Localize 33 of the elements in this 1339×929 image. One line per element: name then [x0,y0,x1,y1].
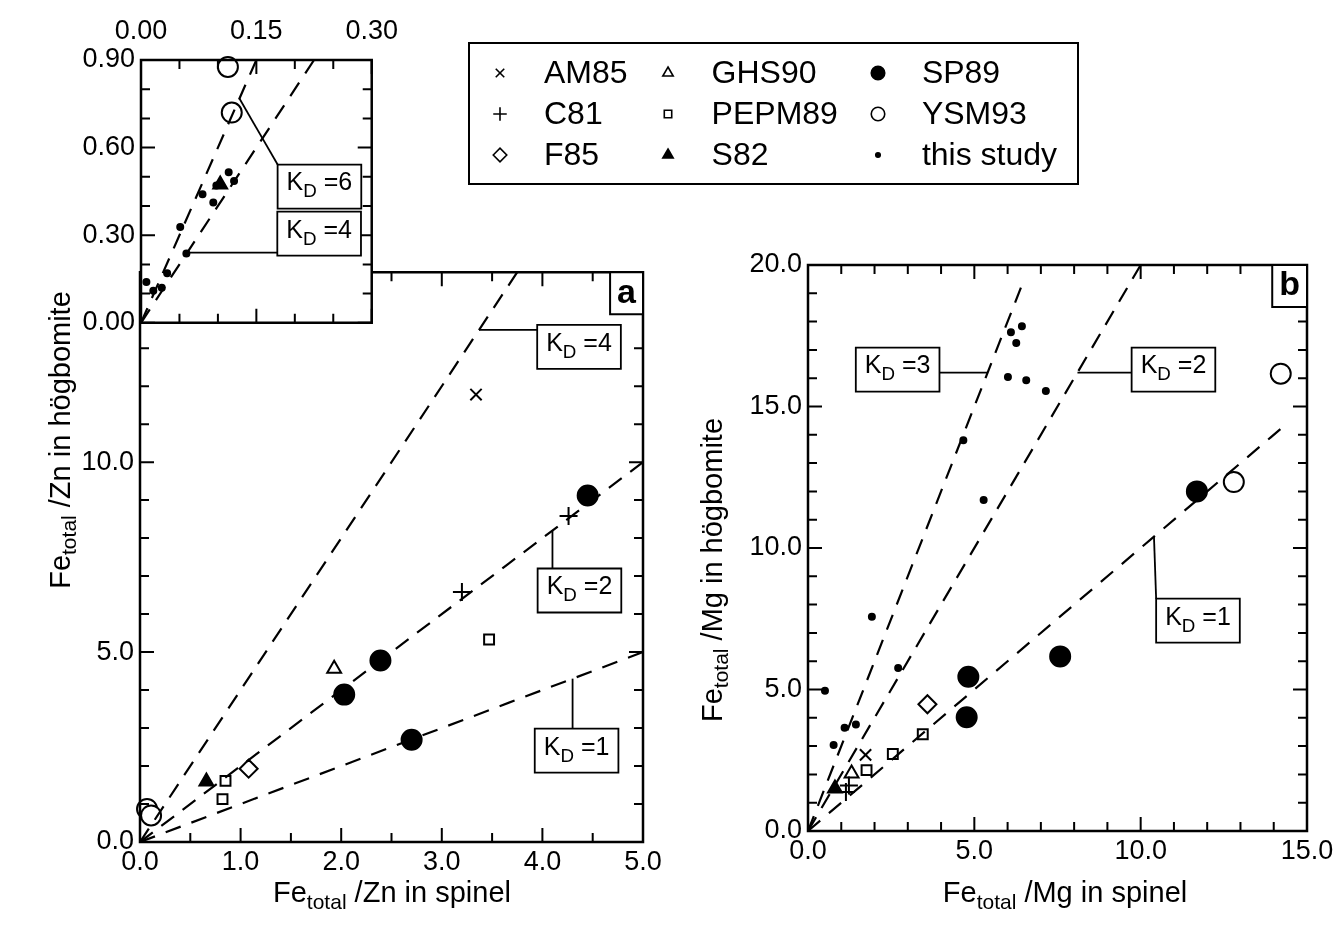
annotation: a [617,271,638,310]
legend-label: PEPM89 [711,95,838,132]
y-tick-label: 0.00 [82,306,135,337]
y-tick-label: 10.0 [749,531,802,562]
x-tick-label: 1.0 [221,845,260,876]
y-tick-label: 10.0 [81,445,134,476]
legend-label: F85 [544,136,600,173]
legend-label: this study [921,136,1058,173]
x-tick-label: 5.0 [955,834,994,865]
x-axis-title: Fe$_{total}$ /Mg in spinel [942,876,1188,913]
x-tick-label: 3.0 [423,845,461,876]
x-tick-label: 15.0 [1280,834,1334,865]
x-tick-label: 10.0 [1114,834,1167,865]
x-tick-label: 4.0 [523,845,562,876]
annotation: b [1279,264,1301,303]
legend-label: SP89 [921,54,1001,91]
y-tick-label: 5.0 [764,672,802,703]
x-tick-label: 2.0 [322,845,360,876]
legend-label: AM85 [544,54,628,91]
legend-label: S82 [711,136,769,173]
y-tick-label: 0.90 [82,43,135,74]
y-tick-label: 20.0 [749,248,802,279]
y-tick-label: 15.0 [749,389,802,420]
legend-label: YSM93 [921,95,1027,132]
legend-label: GHS90 [711,54,817,91]
x-tick-label: 0.15 [230,15,283,46]
y-tick-label: 0.30 [82,218,135,249]
x-tick-label: 5.0 [624,845,662,876]
x-axis-title: Fe$_{total}$ /Zn in spinel [273,876,511,913]
y-tick-label: 0.60 [82,131,135,162]
y-tick-label: 5.0 [96,635,134,666]
x-tick-label: 0.30 [345,15,399,46]
legend-label: C81 [544,95,603,132]
